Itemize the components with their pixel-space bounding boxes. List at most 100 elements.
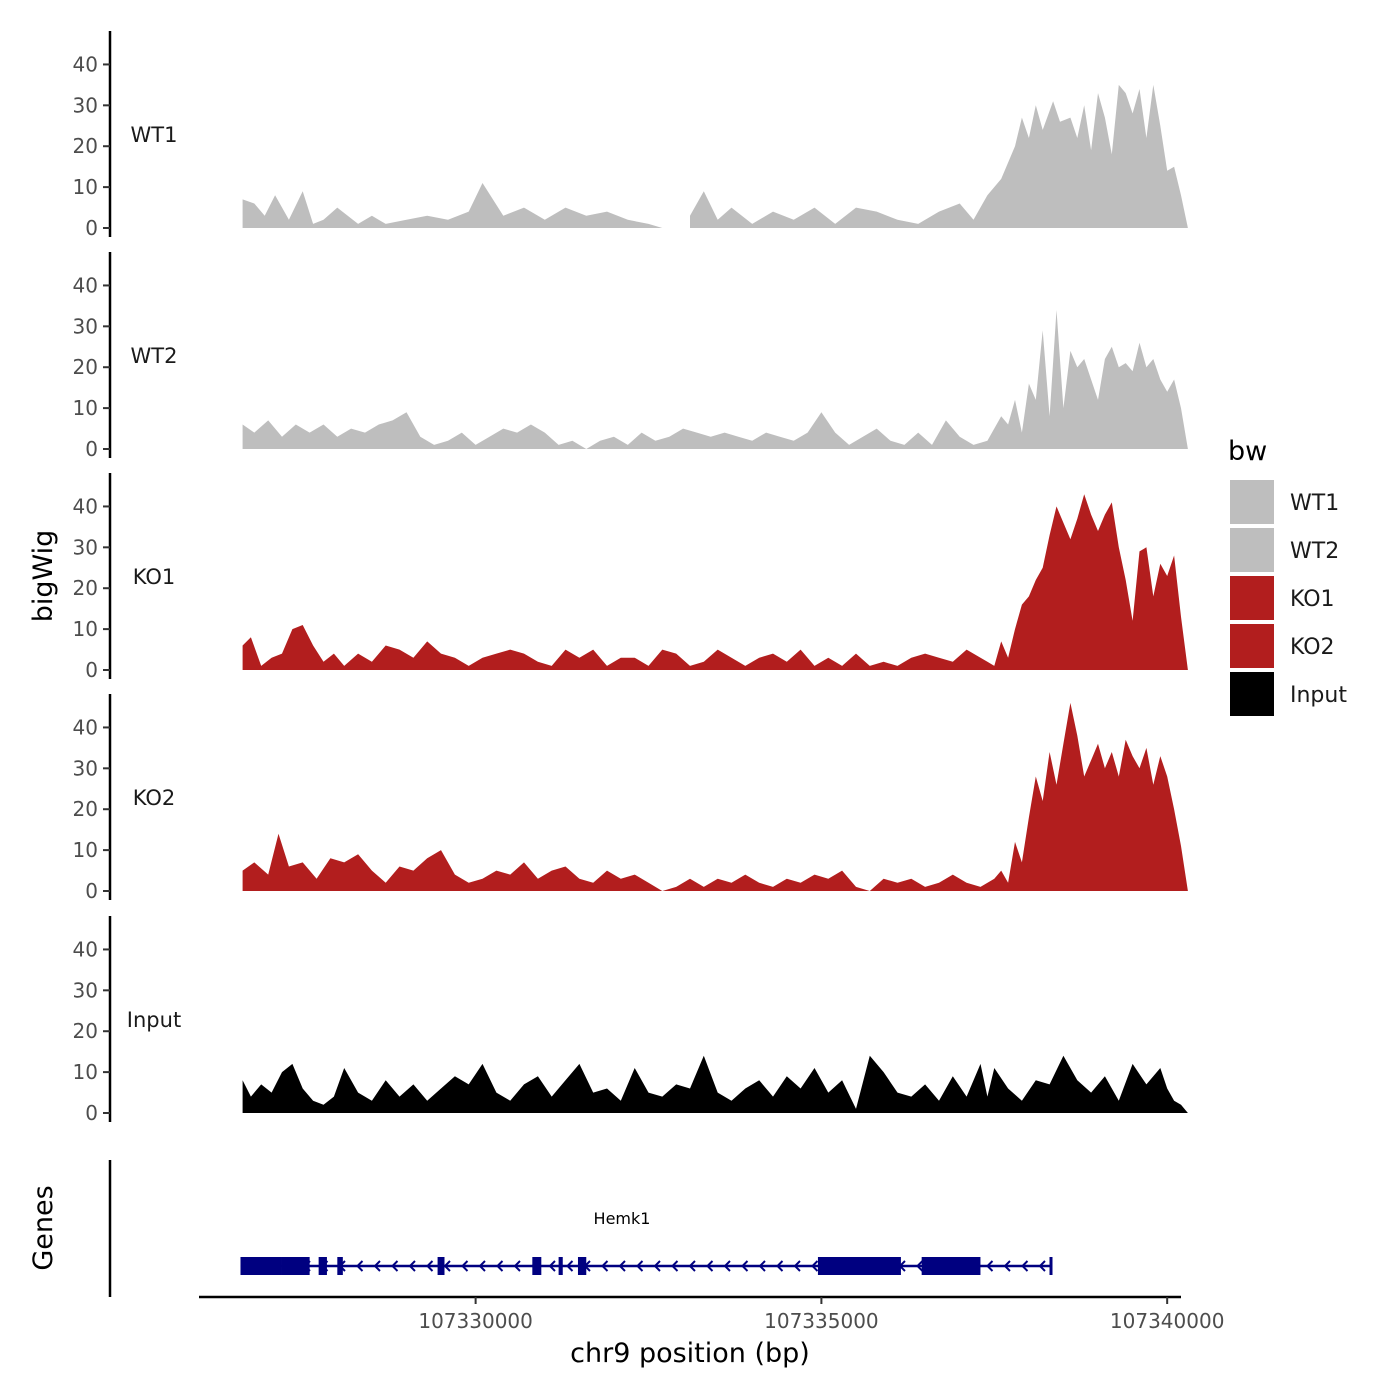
gene-exon <box>437 1257 445 1275</box>
y-tick-label: 40 <box>73 937 98 961</box>
strand-chevron <box>478 1260 486 1272</box>
y-tick-label: 30 <box>73 978 98 1002</box>
strand-chevron <box>758 1260 766 1272</box>
x-tick-label: 107335000 <box>764 1309 879 1333</box>
gene-exon <box>558 1257 563 1275</box>
track-label: KO1 <box>133 565 176 589</box>
legend-key-wt1 <box>1230 480 1274 524</box>
y-tick-label: 10 <box>73 175 98 199</box>
legend-title: bw <box>1228 436 1267 467</box>
gene-exon <box>921 1257 981 1275</box>
y-tick-label: 10 <box>73 838 98 862</box>
legend-entries: WT1 WT2 KO1 KO2 Input <box>1230 480 1347 716</box>
y-tick-label: 20 <box>73 355 98 379</box>
y-tick-label: 30 <box>73 93 98 117</box>
track-label: Input <box>127 1008 181 1032</box>
y-tick-label: 30 <box>73 535 98 559</box>
strand-chevron <box>356 1260 364 1272</box>
track-wt1: 0 10 20 30 40 WT1 <box>73 31 1188 240</box>
y-tick-label: 20 <box>73 1019 98 1043</box>
strand-chevron <box>426 1260 434 1272</box>
genes-track-title: Genes <box>28 1185 59 1270</box>
y-tick-label: 20 <box>73 797 98 821</box>
track-ko2: 0 10 20 30 40 KO2 <box>73 694 1188 903</box>
legend-key-ko2 <box>1230 624 1274 668</box>
y-tick-label: 40 <box>73 52 98 76</box>
x-tick-label: 107330000 <box>418 1309 533 1333</box>
strand-chevron <box>461 1260 469 1272</box>
strand-chevron <box>986 1260 994 1272</box>
strand-chevron <box>496 1260 504 1272</box>
x-tick-label: 107340000 <box>1110 1309 1225 1333</box>
gene-exon <box>817 1257 901 1275</box>
x-axis-title: chr9 position (bp) <box>570 1338 810 1369</box>
strand-chevron <box>776 1260 784 1272</box>
strand-chevron <box>811 1260 819 1272</box>
track-ko1: 0 10 20 30 40 KO1 <box>73 473 1188 682</box>
legend-label-input: Input <box>1290 683 1347 708</box>
strand-chevron <box>443 1260 451 1272</box>
area-wt2 <box>242 310 1188 449</box>
legend-label-wt2: WT2 <box>1290 539 1339 564</box>
area-ko1 <box>242 494 1188 670</box>
strand-chevron <box>706 1260 714 1272</box>
track-label: WT2 <box>131 344 178 368</box>
gene-exon <box>577 1257 587 1275</box>
area-wt1 <box>690 84 1188 229</box>
strand-chevron <box>408 1260 416 1272</box>
y-tick-label: 0 <box>85 216 98 240</box>
y-tick-label: 10 <box>73 396 98 420</box>
strand-chevron <box>671 1260 679 1272</box>
y-tick-label: 40 <box>73 273 98 297</box>
y-tick-label: 0 <box>85 658 98 682</box>
y-tick-label: 10 <box>73 1060 98 1084</box>
legend-label-wt1: WT1 <box>1290 491 1339 516</box>
track-label: WT1 <box>131 123 178 147</box>
strand-chevron <box>916 1260 924 1272</box>
strand-chevron <box>1021 1260 1029 1272</box>
strand-chevron <box>793 1260 801 1272</box>
y-tick-label: 10 <box>73 617 98 641</box>
gene-exon <box>281 1257 310 1275</box>
strand-chevron <box>391 1260 399 1272</box>
x-axis: 107330000 107335000 107340000 <box>199 1295 1225 1333</box>
area-wt1 <box>242 183 663 228</box>
area-input <box>242 1055 1188 1113</box>
strand-chevron <box>741 1260 749 1272</box>
gene-exon <box>337 1257 343 1275</box>
strand-chevron <box>548 1260 556 1272</box>
legend-label-ko2: KO2 <box>1290 635 1335 660</box>
y-axis-title: bigWig <box>28 530 59 623</box>
strand-chevron <box>688 1260 696 1272</box>
strand-chevron <box>601 1260 609 1272</box>
strand-chevron <box>723 1260 731 1272</box>
gene-exon <box>532 1257 542 1275</box>
strand-chevron <box>566 1260 574 1272</box>
signal-tracks: 0 10 20 30 40 WT1 0 10 20 30 40 WT2 0 10 20 30 40 KO1 0 10 2… <box>73 31 1188 1125</box>
area-ko2 <box>242 702 1188 891</box>
y-tick-label: 40 <box>73 494 98 518</box>
strand-chevron <box>373 1260 381 1272</box>
y-tick-label: 40 <box>73 715 98 739</box>
legend: bw WT1 WT2 KO1 KO2 Input <box>1228 436 1347 716</box>
legend-key-input <box>1230 672 1274 716</box>
gene-exon <box>318 1257 327 1275</box>
legend-label-ko1: KO1 <box>1290 587 1335 612</box>
track-wt2: 0 10 20 30 40 WT2 <box>73 252 1188 461</box>
y-tick-label: 0 <box>85 437 98 461</box>
strand-chevron <box>1003 1260 1011 1272</box>
strand-chevron <box>1038 1260 1046 1272</box>
gene-name-label: Hemk1 <box>594 1209 651 1228</box>
y-tick-label: 0 <box>85 1101 98 1125</box>
y-tick-label: 30 <box>73 314 98 338</box>
y-tick-label: 20 <box>73 134 98 158</box>
strand-chevron <box>636 1260 644 1272</box>
legend-key-wt2 <box>1230 528 1274 572</box>
strand-chevron <box>618 1260 626 1272</box>
strand-chevron <box>653 1260 661 1272</box>
track-label: KO2 <box>133 786 176 810</box>
y-tick-label: 30 <box>73 756 98 780</box>
legend-key-ko1 <box>1230 576 1274 620</box>
y-tick-label: 0 <box>85 879 98 903</box>
